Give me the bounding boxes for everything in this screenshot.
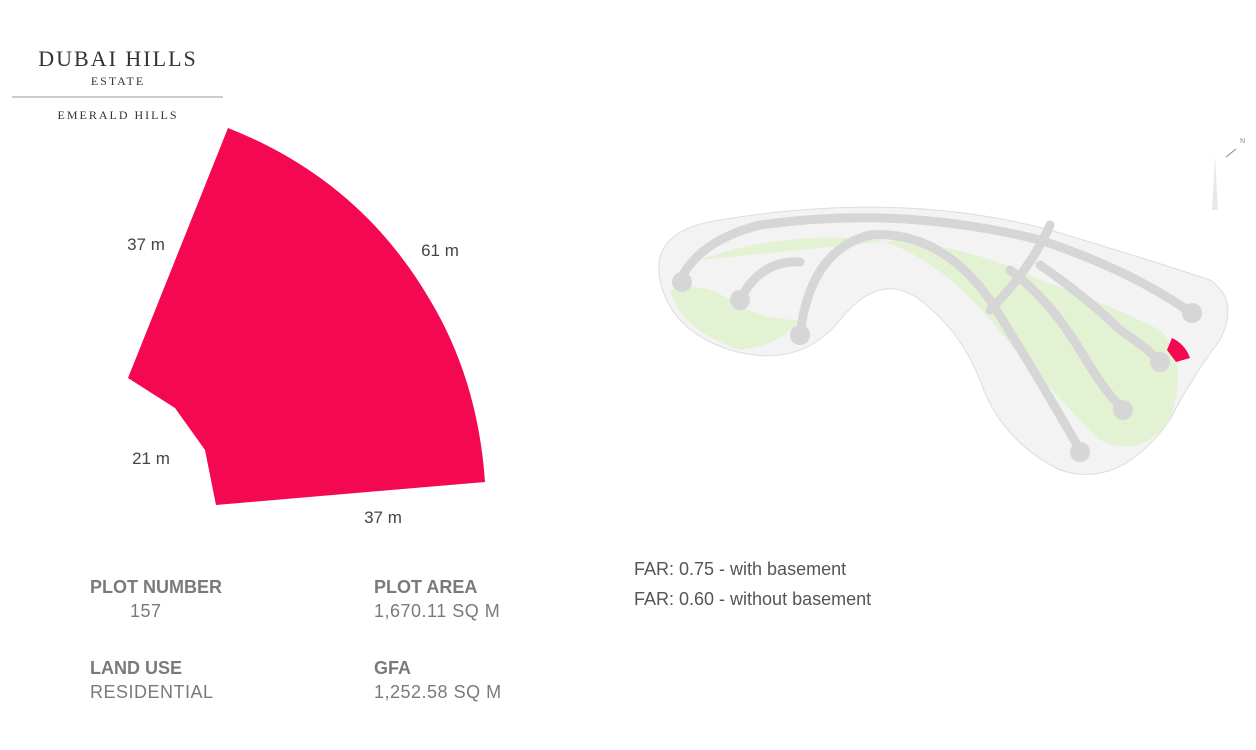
info-label: PLOT NUMBER	[90, 577, 222, 597]
compass-label: N	[1240, 138, 1245, 145]
plot-highlight	[1167, 338, 1190, 362]
green-area	[670, 286, 800, 350]
tower-icon	[1212, 155, 1218, 210]
info-value: 1,252.58 SQ M	[374, 682, 502, 702]
info-label: LAND USE	[90, 658, 182, 678]
brand: DUBAI HILLS	[38, 46, 198, 71]
brand-sub: ESTATE	[91, 74, 145, 88]
side-label: 61 m	[421, 241, 459, 260]
roads	[675, 213, 1195, 455]
site-map	[658, 206, 1229, 475]
info-label: PLOT AREA	[374, 577, 477, 597]
far-line: FAR: 0.60 - without basement	[634, 589, 871, 609]
info-label: GFA	[374, 658, 411, 678]
community: EMERALD HILLS	[58, 108, 179, 122]
side-label: 37 m	[364, 508, 402, 527]
cul-de-sacs	[672, 272, 1202, 462]
plot-shape	[128, 128, 485, 505]
info-value: 1,670.11 SQ M	[374, 601, 500, 621]
compass-arrow	[1225, 148, 1237, 158]
far-line: FAR: 0.75 - with basement	[634, 559, 846, 579]
info-value: 157	[130, 601, 162, 621]
side-label: 21 m	[132, 449, 170, 468]
side-label: 37 m	[127, 235, 165, 254]
info-value: RESIDENTIAL	[90, 682, 214, 702]
green-area	[700, 237, 1178, 447]
